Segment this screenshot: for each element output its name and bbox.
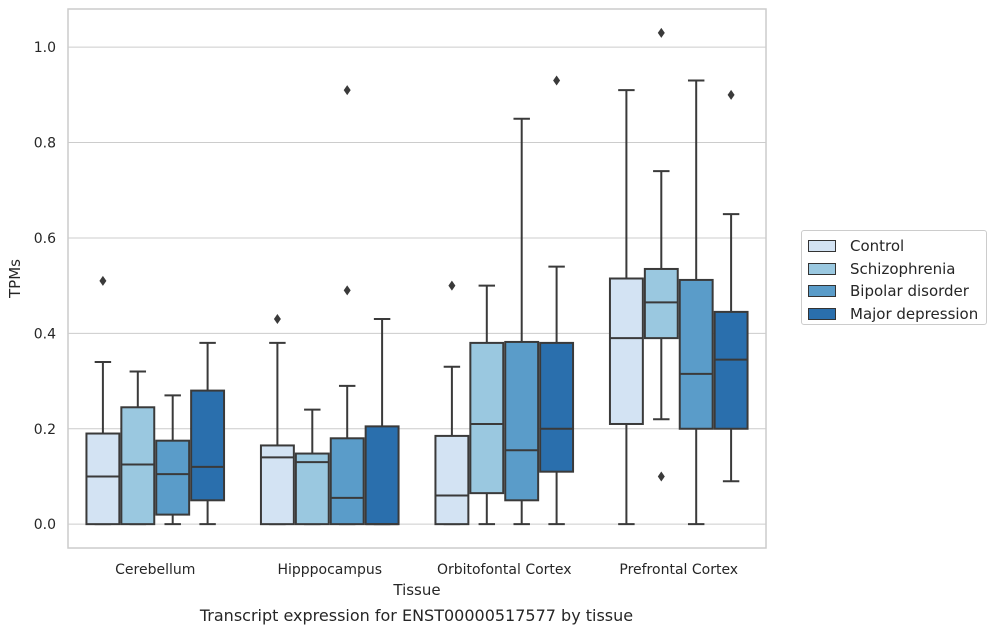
legend-item: Control (808, 235, 986, 258)
x-axis-label: Tissue (392, 581, 440, 599)
box (294, 452, 330, 526)
y-tick-label: 0.2 (34, 422, 56, 438)
box (120, 406, 156, 526)
y-tick-label: 1.0 (34, 40, 56, 56)
x-tick-label: Prefrontal Cortex (619, 562, 738, 578)
outlier-point (343, 285, 351, 296)
x-tick-label: Hipppocampus (277, 562, 382, 578)
outlier-point (727, 89, 735, 100)
x-tick-label: Orbitofontal Cortex (437, 562, 572, 578)
box (155, 439, 191, 516)
y-tick-label: 0.0 (34, 517, 56, 533)
outlier-point (99, 275, 107, 286)
legend-swatch (808, 240, 836, 253)
legend-item: Major depression (808, 303, 986, 326)
legend-label: Schizophrenia (850, 259, 956, 278)
legend-swatch (808, 307, 836, 320)
box (608, 277, 644, 425)
box (643, 267, 679, 340)
box (364, 425, 400, 526)
outlier-point (553, 75, 561, 86)
legend-label: Control (850, 237, 905, 256)
outlier-point (657, 471, 665, 482)
box (259, 444, 295, 526)
y-tick-label: 0.6 (34, 231, 56, 247)
box (329, 437, 365, 526)
x-tick-label: Cerebellum (115, 562, 195, 578)
legend-item: Schizophrenia (808, 258, 986, 281)
legend-label: Major depression (850, 304, 979, 323)
y-axis-label: TPMs (6, 259, 24, 299)
legend-swatch (808, 262, 836, 275)
outlier-point (448, 280, 456, 291)
legend-swatch (808, 285, 836, 298)
legend: Control Schizophrenia Bipolar disorder Majo… (801, 230, 987, 325)
box (469, 341, 505, 495)
chart-caption: Transcript expression for ENST0000051757… (199, 606, 634, 625)
box (678, 278, 714, 430)
plot-frame (67, 8, 767, 549)
outlier-point (343, 85, 351, 96)
box (713, 310, 749, 430)
y-tick-label: 0.8 (34, 136, 56, 152)
box (504, 340, 540, 502)
legend-label: Bipolar disorder (850, 282, 969, 301)
box (539, 341, 575, 473)
outlier-point (657, 27, 665, 38)
y-tick-label: 0.4 (34, 326, 56, 342)
box (85, 432, 121, 526)
box (190, 389, 226, 502)
box (434, 434, 470, 526)
outlier-point (273, 314, 281, 325)
legend-item: Bipolar disorder (808, 280, 986, 303)
